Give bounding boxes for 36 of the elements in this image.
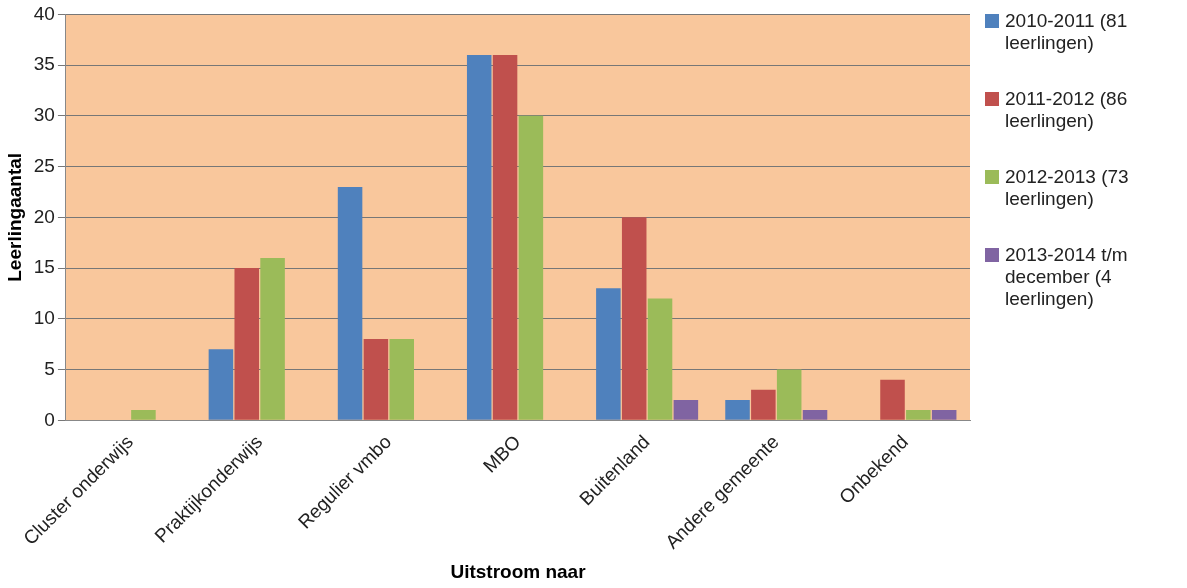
bar [776,369,802,420]
y-tick-label: 40 [33,2,55,24]
bar [802,410,828,420]
bar [389,339,414,420]
y-tick-label: 15 [33,256,55,278]
bar [260,257,285,420]
bar [492,54,518,420]
bar [234,268,260,420]
y-tick-label: 30 [33,104,55,126]
bar [725,399,750,420]
bar [621,217,647,420]
y-tick-label: 20 [33,205,55,227]
x-axis-title: Uitstroom naar [450,560,587,582]
legend-label: 2010-2011 (81 leerlingen) [1005,10,1129,54]
bar [673,399,699,420]
bar [751,389,776,420]
bar [208,349,234,420]
bar [647,298,673,420]
legend-label: 2013-2014 t/m december (4 leerlingen) [1005,244,1129,310]
bar [596,288,621,420]
y-tick-label: 35 [33,53,55,75]
bar [931,410,957,420]
bar [131,410,156,420]
bar [363,339,389,420]
y-tick-label: 10 [33,307,55,329]
bar [466,54,492,420]
y-tick-label: 25 [33,154,55,176]
bar [337,186,363,420]
legend-label: 2011-2012 (86 leerlingen) [1005,88,1129,132]
bar [906,410,931,420]
y-axis-title: Leerlingaantal [3,152,25,282]
bar [518,115,544,420]
y-tick-label: 0 [44,408,55,430]
bar [880,379,905,420]
legend-label: 2012-2013 (73 leerlingen) [1005,166,1130,210]
y-tick-label: 5 [44,357,55,379]
